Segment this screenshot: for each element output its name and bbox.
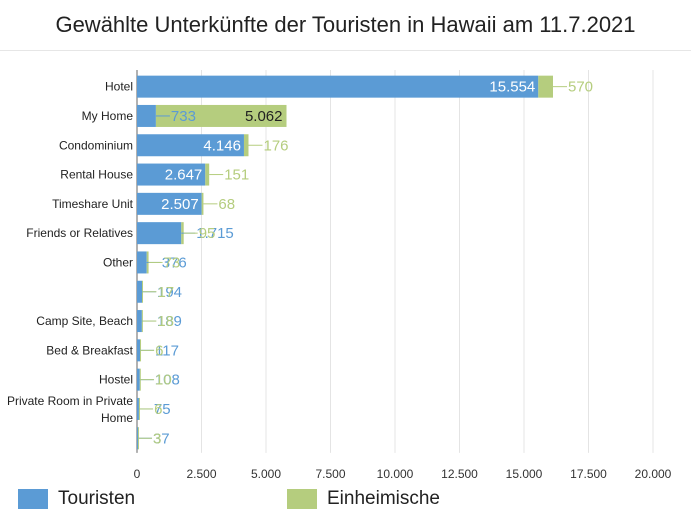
x-tick-label: 10.000	[377, 467, 414, 480]
data-label-touristen: 733	[171, 108, 196, 125]
bar-touristen	[137, 134, 244, 157]
data-label-touristen: 194	[157, 284, 182, 301]
legend-swatch-einheimische	[287, 489, 317, 509]
bar-einheimische	[243, 134, 249, 157]
category-label: Hostel	[99, 373, 133, 387]
legend-label-einheimische: Einheimische	[327, 488, 440, 509]
category-label: Bed & Breakfast	[46, 343, 133, 357]
chart-title: Gewählte Unterkünfte der Touristen in Ha…	[0, 0, 691, 51]
data-label-touristen: 189	[157, 313, 182, 330]
x-tick-label: 20.000	[635, 467, 672, 480]
bar-touristen	[137, 104, 156, 127]
category-label: Other	[103, 255, 133, 269]
bar-touristen	[137, 222, 182, 245]
x-tick-label: 2.500	[186, 467, 216, 480]
x-tick-label: 7.500	[315, 467, 345, 480]
x-tick-label: 5.000	[251, 467, 281, 480]
data-label-touristen: 376	[162, 254, 187, 271]
data-label-touristen: 4.146	[203, 137, 241, 154]
data-label-touristen: 75	[154, 401, 171, 418]
bar-touristen	[137, 310, 142, 333]
data-label-touristen: 108	[155, 372, 180, 389]
bar-einheimische	[205, 163, 210, 186]
data-label-einheimische: 10	[155, 372, 172, 389]
bar-touristen	[137, 163, 206, 186]
data-label-touristen: 2.507	[161, 196, 199, 213]
bar-chart: 0 2.500 5.000 7.500 10.000 12.500 15.000 17.500…	[7, 70, 672, 480]
bar-einheimische	[155, 104, 287, 127]
bar-einheimische	[201, 192, 204, 215]
data-label-einheimische: 17	[157, 284, 174, 301]
bar-touristen	[137, 427, 139, 450]
category-label: Timeshare Unit	[52, 197, 134, 211]
data-label-einheimische: 176	[264, 137, 289, 154]
data-label-einheimische: 6	[154, 401, 162, 418]
category-label: Friends or Relatives	[26, 226, 133, 240]
data-label-einheimische: 5.062	[245, 108, 283, 125]
category-label: Private Room in Private Home	[7, 394, 133, 425]
data-label-touristen: 2.647	[165, 167, 203, 184]
category-label: My Home	[82, 109, 134, 123]
category-label: Hotel	[105, 80, 133, 94]
data-label-einheimische: 95	[199, 225, 216, 242]
data-label-touristen: 15.554	[489, 79, 535, 96]
bar-touristen	[137, 280, 143, 303]
category-label: Condominium	[59, 138, 133, 152]
bar-touristen	[137, 397, 139, 420]
data-label-einheimische: 6	[155, 342, 163, 359]
bar-touristen	[137, 339, 141, 362]
data-label-einheimische: 18	[157, 313, 174, 330]
data-label-touristen: 117	[155, 342, 179, 359]
data-label-einheimische: 570	[568, 79, 593, 96]
category-label: Rental House	[60, 168, 133, 182]
bar-touristen	[137, 251, 147, 274]
data-label-einheimische: 73	[164, 254, 181, 271]
data-label-einheimische: 68	[218, 196, 235, 213]
data-label-touristen: 1.715	[196, 225, 234, 242]
data-label-einheimische: 151	[224, 167, 249, 184]
bar-einheimische	[538, 75, 553, 98]
legend-item-touristen[interactable]: Touristen	[18, 487, 135, 511]
legend-item-einheimische[interactable]: Einheimische	[287, 487, 440, 511]
x-tick-label: 0	[134, 467, 141, 480]
legend-swatch-touristen	[18, 489, 48, 509]
x-tick-label: 15.000	[506, 467, 543, 480]
bar-touristen	[137, 192, 202, 215]
x-tick-label: 17.500	[570, 467, 607, 480]
category-label: Camp Site, Beach	[36, 314, 133, 328]
data-label-einheimische: 3	[153, 430, 161, 447]
x-tick-label: 12.500	[441, 467, 478, 480]
bar-touristen	[137, 75, 539, 98]
data-label-touristen: 37	[153, 430, 170, 447]
bar-touristen	[137, 368, 140, 391]
legend-label-touristen: Touristen	[58, 488, 136, 509]
